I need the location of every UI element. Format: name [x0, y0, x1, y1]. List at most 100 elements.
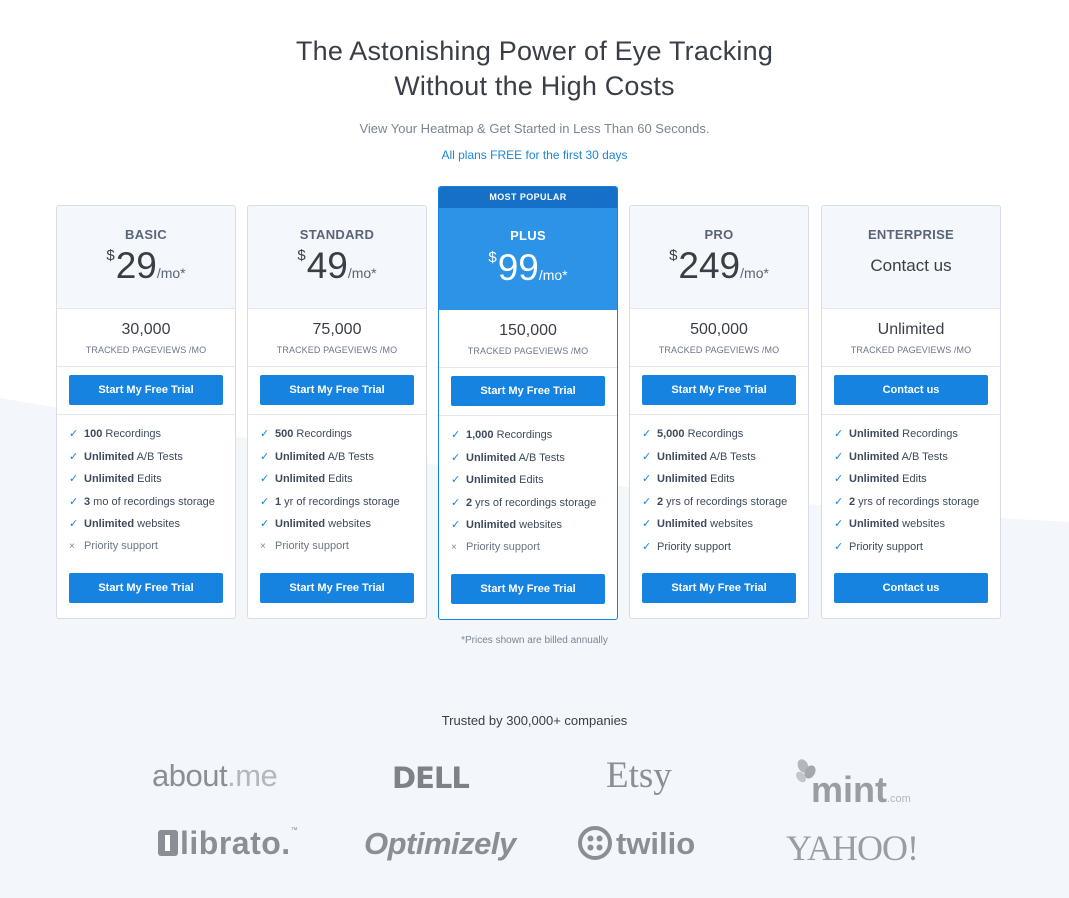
enterprise-top-cta-button[interactable]: Contact us [834, 375, 988, 405]
price-amount: 49 [306, 245, 348, 286]
check-icon: ✓ [642, 450, 652, 463]
free-trial-note: All plans FREE for the first 30 days [441, 148, 628, 162]
feature-description: A/B Tests [134, 450, 183, 463]
feature-description: Edits [325, 473, 353, 486]
aboutme-logo-suffix: .me [227, 758, 278, 793]
feature-list: ✓ 500 Recordings ✓ Unlimited A/B Tests ✓ Unli… [248, 415, 426, 563]
feature-description: Edits [516, 474, 544, 487]
feature-text: Unlimited Edits [466, 474, 544, 486]
feature-highlight: 2 [657, 495, 664, 508]
mint-leaf-icon [796, 759, 816, 783]
title-line-1: The Astonishing Power of Eye Tracking [295, 36, 774, 66]
pageviews-block: Unlimited TRACKED PAGEVIEWS /MO [822, 309, 1000, 367]
feature-item: ✓ Priority support [834, 540, 1000, 563]
check-icon: ✓ [260, 473, 270, 486]
pro-top-cta-button[interactable]: Start My Free Trial [642, 375, 796, 405]
dell-logo: DELL [392, 761, 470, 795]
feature-text: 1,000 Recordings [466, 429, 552, 441]
feature-item: ✓ Unlimited Recordings [834, 427, 1000, 450]
basic-top-cta-button[interactable]: Start My Free Trial [69, 375, 223, 405]
feature-item: ✓ Unlimited websites [260, 517, 426, 540]
check-icon: ✓ [451, 496, 461, 509]
enterprise-bottom-cta-button[interactable]: Contact us [834, 573, 988, 603]
standard-top-cta-button[interactable]: Start My Free Trial [260, 375, 414, 405]
librato-logo: librato.™ [158, 825, 298, 862]
check-icon: ✓ [642, 518, 652, 531]
feature-item: ✓ 5,000 Recordings [642, 427, 808, 450]
feature-description: Priority support [84, 539, 158, 552]
feature-item: ✓ Unlimited Edits [69, 472, 235, 495]
feature-highlight: 100 [84, 428, 103, 440]
feature-highlight: Unlimited [275, 473, 326, 486]
feature-highlight: 1 [275, 495, 282, 508]
plan-contact-label: Contact us [870, 256, 952, 275]
price-amount: 29 [115, 245, 157, 286]
feature-text: 5,000 Recordings [657, 428, 743, 440]
feature-text: Priority support [849, 541, 923, 553]
plan-name: STANDARD [299, 227, 375, 242]
feature-text: Priority support [275, 540, 349, 552]
feature-item: ✓ Unlimited A/B Tests [834, 450, 1000, 473]
feature-item: ✓ 100 Recordings [69, 427, 235, 450]
feature-text: Priority support [657, 541, 731, 553]
feature-text: 2 yrs of recordings storage [657, 496, 787, 508]
check-icon: ✓ [834, 428, 844, 440]
feature-item: ✓ Unlimited Edits [834, 472, 1000, 495]
plus-top-cta-button[interactable]: Start My Free Trial [451, 376, 605, 406]
feature-item: × Priority support [451, 541, 617, 564]
feature-item: ✓ Unlimited websites [69, 517, 235, 540]
feature-highlight: 2 [849, 495, 856, 508]
pro-bottom-cta-button[interactable]: Start My Free Trial [642, 573, 796, 603]
plus-bottom-cta-button[interactable]: Start My Free Trial [451, 574, 605, 604]
feature-text: Unlimited A/B Tests [657, 451, 756, 463]
feature-description: websites [325, 518, 371, 531]
check-icon: ✓ [834, 495, 844, 508]
feature-description: Recordings [293, 428, 353, 440]
feature-item: ✓ Unlimited Edits [451, 473, 617, 496]
feature-text: Unlimited A/B Tests [466, 452, 565, 464]
plan-price: $49/mo* [248, 246, 426, 286]
feature-text: Unlimited websites [657, 518, 753, 530]
feature-item: ✓ 2 yrs of recordings storage [642, 495, 808, 518]
aboutme-logo: about.me [152, 758, 278, 794]
check-icon: ✓ [451, 451, 461, 464]
feature-list: ✓ 100 Recordings ✓ Unlimited A/B Tests ✓ Unli… [57, 415, 235, 563]
feature-highlight: Unlimited [657, 450, 708, 463]
plan-name: ENTERPRISE [867, 227, 955, 242]
check-icon: ✓ [69, 473, 79, 486]
trusted-by-heading: Trusted by 300,000+ companies [441, 713, 628, 728]
feature-item: ✓ Unlimited A/B Tests [260, 450, 426, 473]
cross-icon: × [69, 540, 75, 552]
basic-bottom-cta-button[interactable]: Start My Free Trial [69, 573, 223, 603]
mint-logo-text: mint [811, 769, 887, 810]
feature-item: ✓ Unlimited A/B Tests [451, 451, 617, 474]
plan-card-standard: STANDARD $49/mo* 75,000 TRACKED PAGEVIEW… [247, 205, 427, 619]
feature-description: Priority support [849, 540, 923, 553]
pageviews-count: 150,000 [499, 322, 557, 339]
twilio-logo-text: twilio [616, 826, 696, 861]
twilio-mark-icon [578, 826, 612, 860]
price-period: /mo* [538, 267, 568, 283]
cross-icon: × [260, 540, 266, 552]
standard-bottom-cta-button[interactable]: Start My Free Trial [260, 573, 414, 603]
feature-highlight: 500 [275, 428, 294, 440]
feature-description: A/B Tests [516, 451, 565, 464]
plan-header: ENTERPRISE Contact us [822, 206, 1000, 309]
feature-item: ✓ Priority support [642, 540, 808, 563]
check-icon: ✓ [260, 518, 270, 531]
feature-item: ✓ Unlimited websites [642, 517, 808, 540]
pageviews-block: 500,000 TRACKED PAGEVIEWS /MO [630, 309, 808, 367]
plan-header: PLUS $99/mo* [439, 208, 617, 310]
feature-item: ✓ Unlimited Edits [642, 472, 808, 495]
feature-list: ✓ 5,000 Recordings ✓ Unlimited A/B Tests ✓ Un… [630, 415, 808, 563]
feature-text: Priority support [466, 541, 540, 553]
check-icon: ✓ [834, 540, 844, 553]
check-icon: ✓ [260, 495, 270, 508]
feature-highlight: Unlimited [849, 518, 900, 531]
title-line-2: Without the High Costs [394, 71, 675, 101]
aboutme-logo-text: about [152, 758, 228, 793]
feature-text: Unlimited A/B Tests [849, 451, 948, 463]
check-icon: ✓ [834, 518, 844, 531]
check-icon: ✓ [451, 519, 461, 532]
